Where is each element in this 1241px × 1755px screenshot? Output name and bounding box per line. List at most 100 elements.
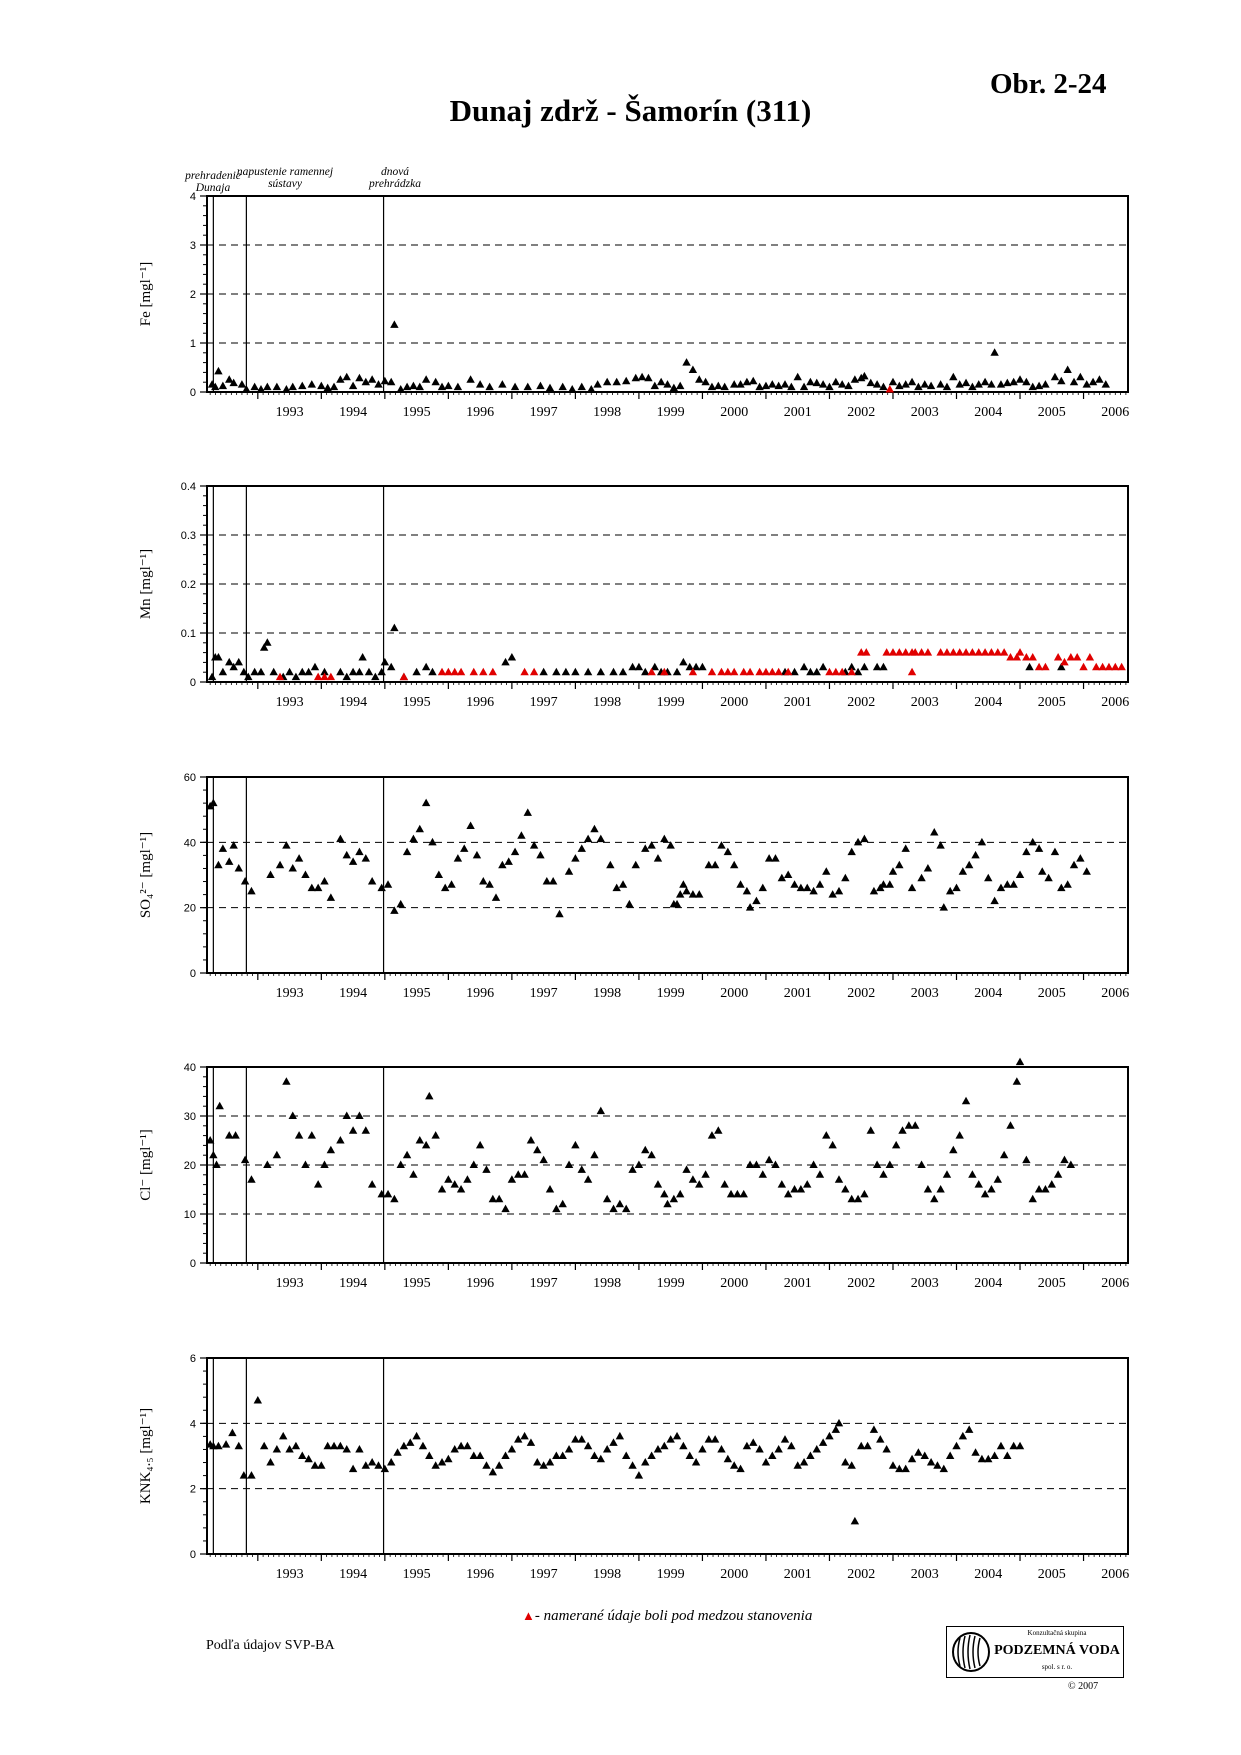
data-point-measured: [365, 668, 373, 676]
data-point-measured: [298, 1452, 306, 1460]
data-point-measured: [416, 1136, 424, 1144]
data-point-below-limit: [908, 668, 916, 676]
data-point-measured: [695, 375, 703, 383]
data-point-measured: [1063, 880, 1071, 888]
data-point-measured: [660, 1190, 668, 1198]
data-point-measured: [266, 1458, 274, 1466]
data-point-measured: [641, 1458, 649, 1466]
data-point-measured: [225, 857, 233, 865]
data-point-measured: [854, 1195, 862, 1203]
x-tick-label: 1996: [466, 1567, 494, 1582]
x-tick-label: 1999: [657, 1567, 685, 1582]
data-point-measured: [454, 383, 462, 391]
data-point-measured: [584, 1175, 592, 1183]
data-point-measured: [984, 874, 992, 882]
x-tick-label: 2001: [784, 986, 812, 1001]
data-point-below-limit: [1016, 648, 1024, 656]
data-point-measured: [558, 1200, 566, 1208]
x-tick-label: 2006: [1101, 1567, 1129, 1582]
data-point-measured: [470, 1161, 478, 1169]
data-point-measured: [527, 1136, 535, 1144]
data-point-measured: [431, 378, 439, 386]
data-point-measured: [578, 1165, 586, 1173]
data-point-measured: [647, 1151, 655, 1159]
data-point-measured: [1048, 1180, 1056, 1188]
data-point-measured: [616, 1432, 624, 1440]
data-point-measured: [612, 378, 620, 386]
y-tick-label: 30: [184, 1111, 196, 1123]
data-point-measured: [304, 668, 312, 676]
data-point-measured: [263, 1161, 271, 1169]
data-point-measured: [276, 861, 284, 869]
data-point-measured: [562, 668, 570, 676]
data-point-measured: [981, 1190, 989, 1198]
data-point-measured: [803, 884, 811, 892]
data-point-measured: [603, 1445, 611, 1453]
data-point-measured: [835, 1419, 843, 1427]
data-point-measured: [978, 838, 986, 846]
x-tick-label: 1996: [466, 695, 494, 710]
data-point-measured: [759, 1170, 767, 1178]
data-point-measured: [603, 1195, 611, 1203]
data-point-measured: [819, 380, 827, 388]
data-point-measured: [660, 1442, 668, 1450]
data-point-measured: [1054, 1170, 1062, 1178]
data-point-measured: [552, 1205, 560, 1213]
data-point-measured: [889, 378, 897, 386]
data-point-measured: [784, 871, 792, 879]
x-tick-label: 2004: [974, 405, 1002, 420]
data-point-below-limit: [479, 668, 487, 676]
data-point-measured: [762, 382, 770, 390]
data-point-measured: [1076, 373, 1084, 381]
chart-so4: 02040601993 1994 1995 1996 1997 1998 1999 2000 2…: [138, 772, 1129, 1001]
data-point-measured: [520, 1170, 528, 1178]
data-point-measured: [997, 380, 1005, 388]
data-point-measured: [1022, 1156, 1030, 1164]
data-point-measured: [1102, 380, 1110, 388]
data-point-measured: [730, 1461, 738, 1469]
data-point-measured: [368, 1180, 376, 1188]
x-tick-label: 2005: [1038, 1567, 1066, 1582]
data-point-measured: [628, 1165, 636, 1173]
data-point-measured: [362, 854, 370, 862]
data-point-measured: [571, 668, 579, 676]
data-point-measured: [654, 854, 662, 862]
data-point-measured: [285, 668, 293, 676]
y-tick-label: 3: [190, 240, 196, 252]
data-point-measured: [809, 1161, 817, 1169]
x-tick-label: 1998: [593, 1276, 621, 1291]
data-point-measured: [536, 382, 544, 390]
data-point-measured: [1016, 1058, 1024, 1066]
data-point-measured: [841, 874, 849, 882]
data-point-measured: [546, 384, 554, 392]
data-point-measured: [679, 880, 687, 888]
data-point-measured: [362, 1126, 370, 1134]
data-point-measured: [536, 851, 544, 859]
data-point-measured: [597, 1107, 605, 1115]
data-point-measured: [879, 1170, 887, 1178]
data-point-measured: [784, 1190, 792, 1198]
data-point-measured: [695, 1180, 703, 1188]
data-point-measured: [965, 861, 973, 869]
data-point-measured: [774, 1445, 782, 1453]
data-point-measured: [908, 378, 916, 386]
y-axis-label: Fe [mgl⁻¹]: [138, 262, 154, 327]
data-point-measured: [660, 835, 668, 843]
data-point-measured: [524, 383, 532, 391]
data-point-measured: [568, 385, 576, 393]
data-point-below-limit: [862, 648, 870, 656]
data-point-measured: [505, 857, 513, 865]
data-point-measured: [841, 1185, 849, 1193]
logo-line-3: spol. s r. o.: [993, 1663, 1121, 1671]
data-point-measured: [216, 1102, 224, 1110]
data-point-measured: [466, 375, 474, 383]
data-point-measured: [381, 377, 389, 385]
data-point-measured: [590, 1452, 598, 1460]
y-tick-label: 6: [190, 1353, 196, 1365]
x-tick-label: 2001: [784, 1567, 812, 1582]
x-tick-label: 1998: [593, 986, 621, 1001]
data-point-measured: [895, 861, 903, 869]
data-point-measured: [1003, 1452, 1011, 1460]
data-point-measured: [635, 1161, 643, 1169]
x-tick-label: 1994: [339, 405, 367, 420]
